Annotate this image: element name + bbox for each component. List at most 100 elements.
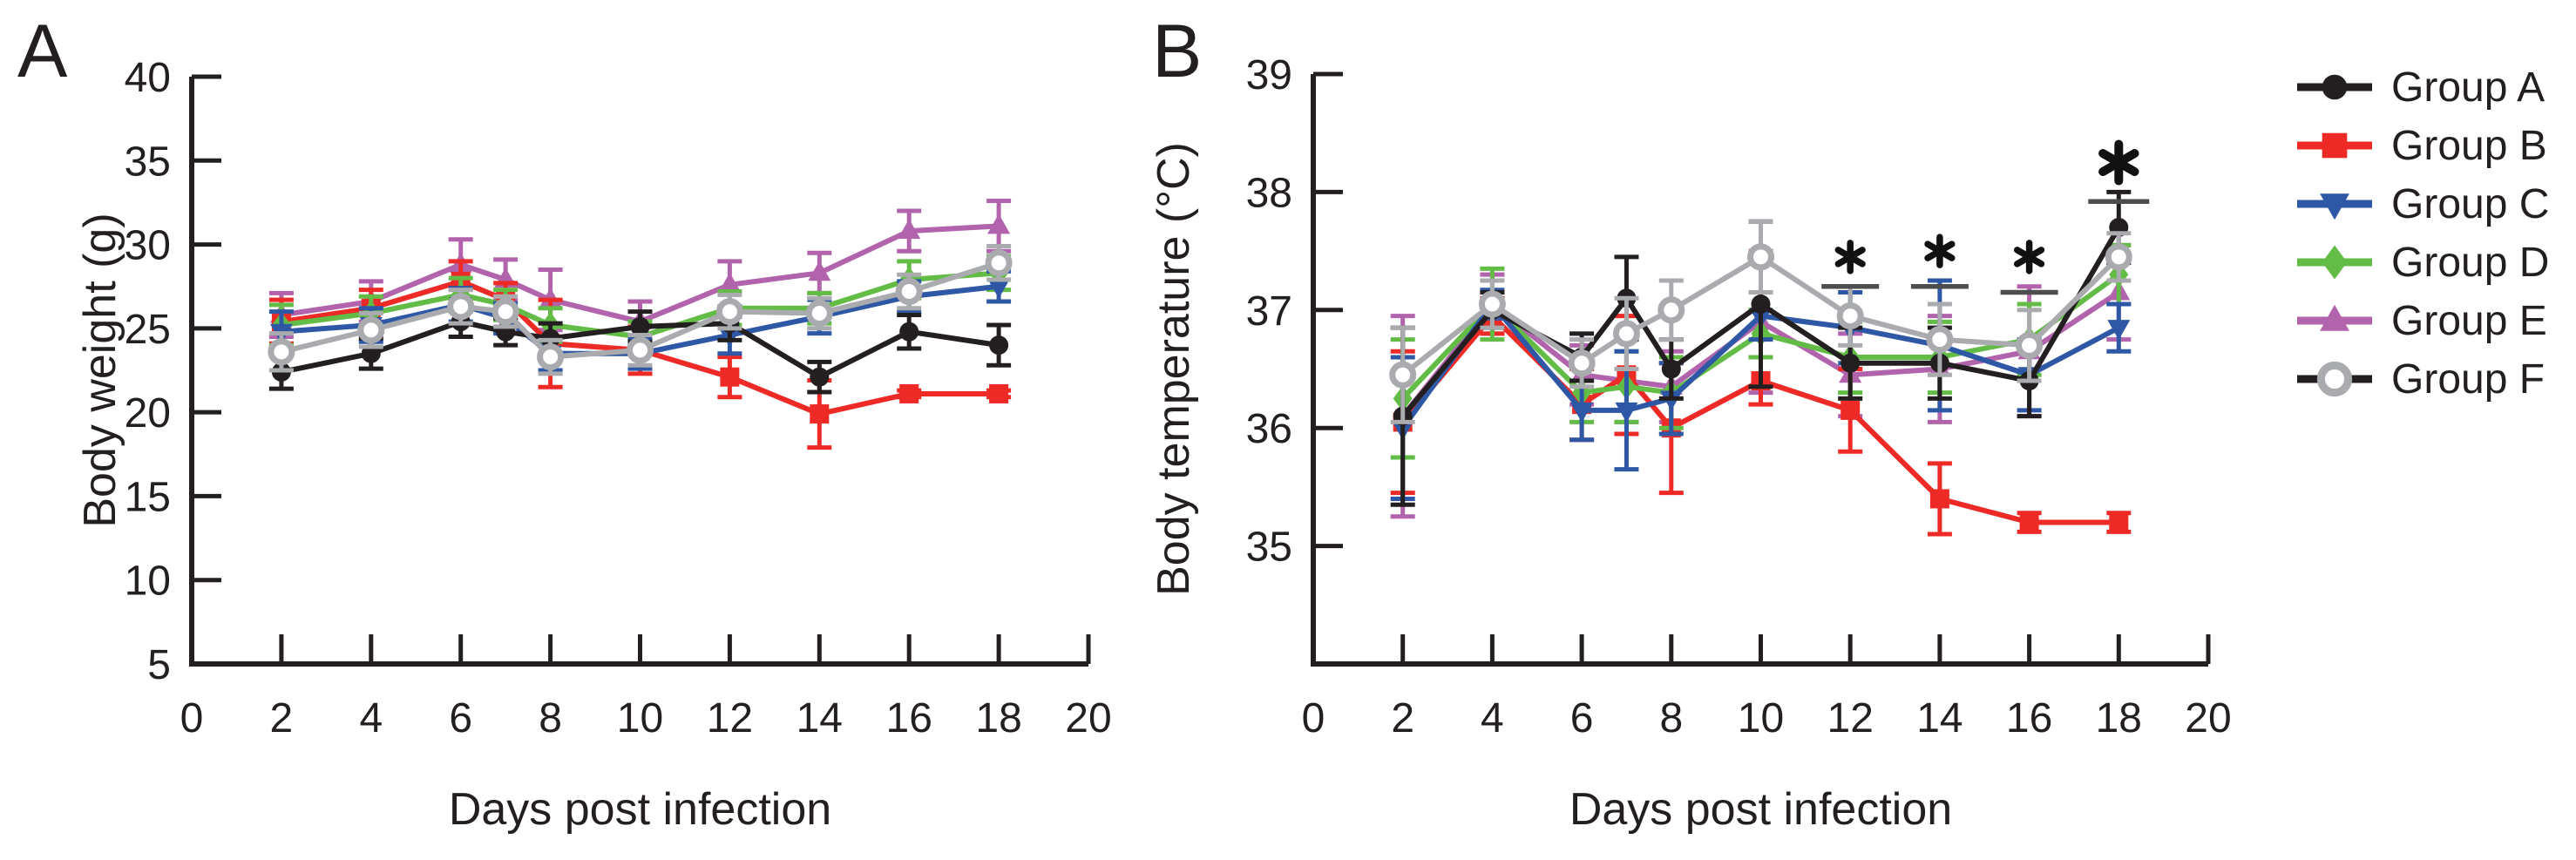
legend-marker-group-a (2322, 74, 2348, 100)
legend-item-group-d: Group D (2297, 240, 2549, 286)
series-line (281, 223, 1000, 325)
marker-group-e (898, 219, 921, 240)
marker-group-a (630, 316, 650, 336)
x-tick-label: 8 (539, 695, 562, 741)
marker-group-e (718, 272, 742, 293)
marker-group-f (1926, 326, 1954, 354)
marker-group-b (989, 383, 1009, 403)
marker-group-f (447, 293, 475, 321)
axes: 35 36 37 38 39 0 2 4 6 8 10 12 14 16 18 20 (1246, 52, 2232, 741)
x-tick-label: 12 (707, 695, 753, 741)
legend: Group A Group B Group C Group D Group E Group… (2297, 64, 2549, 403)
x-tick-label: 16 (886, 695, 932, 741)
marker-group-f (537, 343, 565, 371)
y-tick-label: 37 (1246, 288, 1292, 335)
series-line (1400, 301, 2120, 430)
marker-group-a (1840, 353, 1861, 373)
legend-marker-group-f (2316, 361, 2353, 397)
marker-group-b (1929, 489, 1949, 509)
x-tick-label: 10 (617, 695, 663, 741)
marker-group-f (1747, 243, 1774, 271)
x-tick-label: 18 (975, 695, 1021, 741)
y-tick-label: 10 (125, 559, 171, 605)
marker-group-c (2107, 320, 2131, 341)
y-tick-label: 30 (125, 223, 171, 269)
y-tick-label: 5 (147, 642, 171, 688)
marker-group-f (268, 338, 295, 366)
marker-group-b (899, 383, 919, 403)
marker-group-f (1389, 361, 1417, 389)
y-tick-label: 25 (125, 307, 171, 353)
legend-item-group-b: Group B (2297, 123, 2547, 169)
x-tick-label: 0 (180, 695, 204, 741)
marker-group-a (810, 367, 830, 387)
legend-marker-group-b (2322, 132, 2348, 159)
significance-asterisk (2098, 139, 2139, 186)
legend-label: Group B (2391, 123, 2547, 169)
x-tick-label: 16 (2006, 695, 2052, 741)
legend-marker-group-d (2322, 245, 2348, 280)
axes: 5 10 15 20 25 30 35 40 0 2 4 6 8 10 12 14 16 18 20 (125, 55, 1112, 741)
panel-letter: A (17, 10, 68, 93)
y-tick-label: 36 (1246, 406, 1292, 452)
x-tick-label: 12 (1827, 695, 1874, 741)
x-tick-label: 20 (1065, 695, 1111, 741)
x-tick-label: 10 (1738, 695, 1784, 741)
y-tick-label: 35 (1246, 525, 1292, 571)
x-tick-label: 4 (1481, 695, 1504, 741)
marker-group-a (899, 322, 919, 342)
marker-group-c (1615, 402, 1638, 423)
marker-group-b (2019, 512, 2039, 532)
marker-group-f (985, 249, 1013, 277)
y-tick-label: 39 (1246, 52, 1292, 98)
x-tick-label: 20 (2185, 695, 2231, 741)
x-axis-title: Days post infection (1569, 784, 1952, 835)
legend-label: Group A (2391, 64, 2545, 111)
marker-group-b (2109, 512, 2129, 532)
y-axis-title: Body weight (g) (75, 213, 125, 527)
panel-letter: B (1152, 10, 1202, 93)
significance-asterisk (2013, 240, 2045, 274)
marker-group-b (1840, 400, 1861, 420)
marker-group-f (895, 277, 923, 305)
marker-group-b (720, 367, 740, 387)
legend-item-group-e: Group E (2297, 298, 2547, 344)
legend-item-group-c: Group C (2297, 181, 2549, 227)
y-tick-label: 35 (125, 139, 171, 185)
x-axis-title: Days post infection (449, 784, 831, 835)
marker-group-a (1751, 295, 1771, 315)
marker-group-f (1568, 349, 1596, 377)
series-line (1400, 254, 2121, 377)
series-line (281, 260, 1000, 360)
marker-group-f (1836, 302, 1864, 330)
panel-a: 5 10 15 20 25 30 35 40 0 2 4 6 8 10 12 14 16 18 20 Days pos… (17, 10, 1112, 835)
series-line (281, 319, 1000, 380)
marker-group-f (1478, 290, 1506, 318)
y-axis-title: Body temperature (°C) (1149, 142, 1199, 596)
legend-label: Group E (2391, 298, 2547, 344)
marker-group-c (1570, 402, 1594, 423)
x-tick-label: 18 (2096, 695, 2142, 741)
legend-marker-group-e (2320, 304, 2349, 331)
marker-group-f (491, 298, 519, 326)
marker-group-a (989, 335, 1009, 356)
x-tick-label: 6 (1570, 695, 1594, 741)
marker-group-f (1657, 296, 1685, 324)
marker-group-a (1661, 359, 1681, 379)
marker-group-c (987, 278, 1011, 299)
marker-group-e (808, 261, 831, 281)
y-tick-label: 40 (125, 55, 171, 101)
significance-asterisk (1834, 240, 1866, 274)
x-tick-label: 4 (359, 695, 383, 741)
legend-item-group-f: Group F (2297, 356, 2545, 403)
x-tick-label: 14 (1916, 695, 1963, 741)
x-tick-label: 2 (1391, 695, 1414, 741)
series-group-f (1389, 219, 2132, 424)
marker-group-f (2016, 331, 2044, 359)
marker-group-f (2105, 243, 2132, 271)
x-tick-label: 6 (449, 695, 472, 741)
x-tick-label: 14 (797, 695, 843, 741)
series-line (281, 278, 1000, 417)
